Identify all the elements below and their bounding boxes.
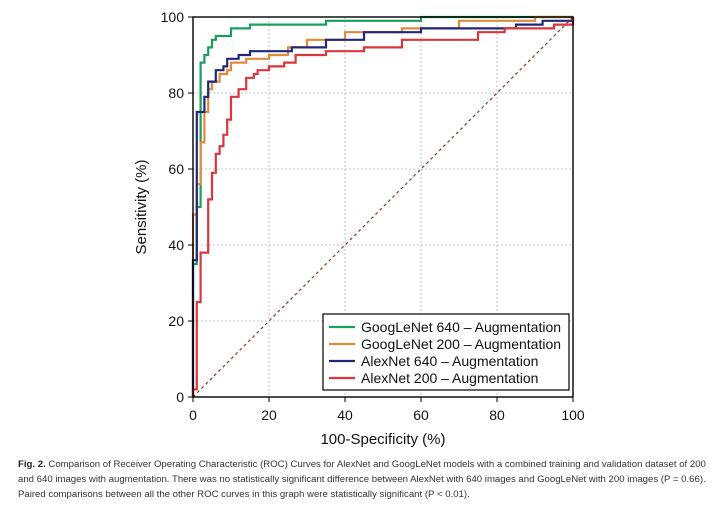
series-line-alexnet640 bbox=[191, 17, 575, 397]
y-tick-label: 40 bbox=[168, 237, 184, 253]
roc-series-group bbox=[191, 15, 575, 397]
legend-box bbox=[322, 313, 570, 391]
x-axis-title: 100-Specificity (%) bbox=[320, 431, 445, 448]
x-tick-label: 40 bbox=[337, 407, 353, 423]
x-tick-label: 20 bbox=[261, 407, 277, 423]
y-tick-label: 60 bbox=[168, 161, 184, 177]
roc-chart: 0 20 40 60 80 100 0 20 40 60 80 100 100-Specificity… bbox=[133, 9, 585, 448]
legend: GoogLeNet 640 – Augmentation GoogLeNet 2… bbox=[322, 313, 570, 391]
legend-label-googlenet640: GoogLeNet 640 – Augmentation bbox=[361, 319, 561, 335]
series-line-alexnet200 bbox=[191, 17, 575, 397]
caption-label: Fig. 2. bbox=[18, 459, 46, 470]
legend-label-alexnet640: AlexNet 640 – Augmentation bbox=[361, 353, 538, 369]
legend-label-googlenet200: GoogLeNet 200 – Augmentation bbox=[361, 336, 561, 352]
x-tick-label: 60 bbox=[413, 407, 429, 423]
x-tick-label: 0 bbox=[189, 407, 197, 423]
series-line-googlenet200 bbox=[191, 15, 573, 397]
y-tick-label: 0 bbox=[176, 389, 184, 405]
y-axis-title: Sensitivity (%) bbox=[133, 159, 150, 254]
caption-text: Comparison of Receiver Operating Charact… bbox=[18, 459, 706, 500]
y-tick-label: 20 bbox=[168, 313, 184, 329]
y-tick-label: 100 bbox=[161, 9, 185, 25]
plot-frame bbox=[192, 16, 574, 398]
y-tick-label: 80 bbox=[168, 85, 184, 101]
legend-label-alexnet200: AlexNet 200 – Augmentation bbox=[361, 370, 538, 386]
x-tick-label: 100 bbox=[561, 407, 585, 423]
figure-caption: Fig. 2. Comparison of Receiver Operating… bbox=[18, 457, 708, 502]
x-tick-label: 80 bbox=[489, 407, 505, 423]
series-line-googlenet640 bbox=[191, 15, 573, 397]
axis-ticks: 0 20 40 60 80 100 0 20 40 60 80 100 bbox=[161, 9, 585, 423]
